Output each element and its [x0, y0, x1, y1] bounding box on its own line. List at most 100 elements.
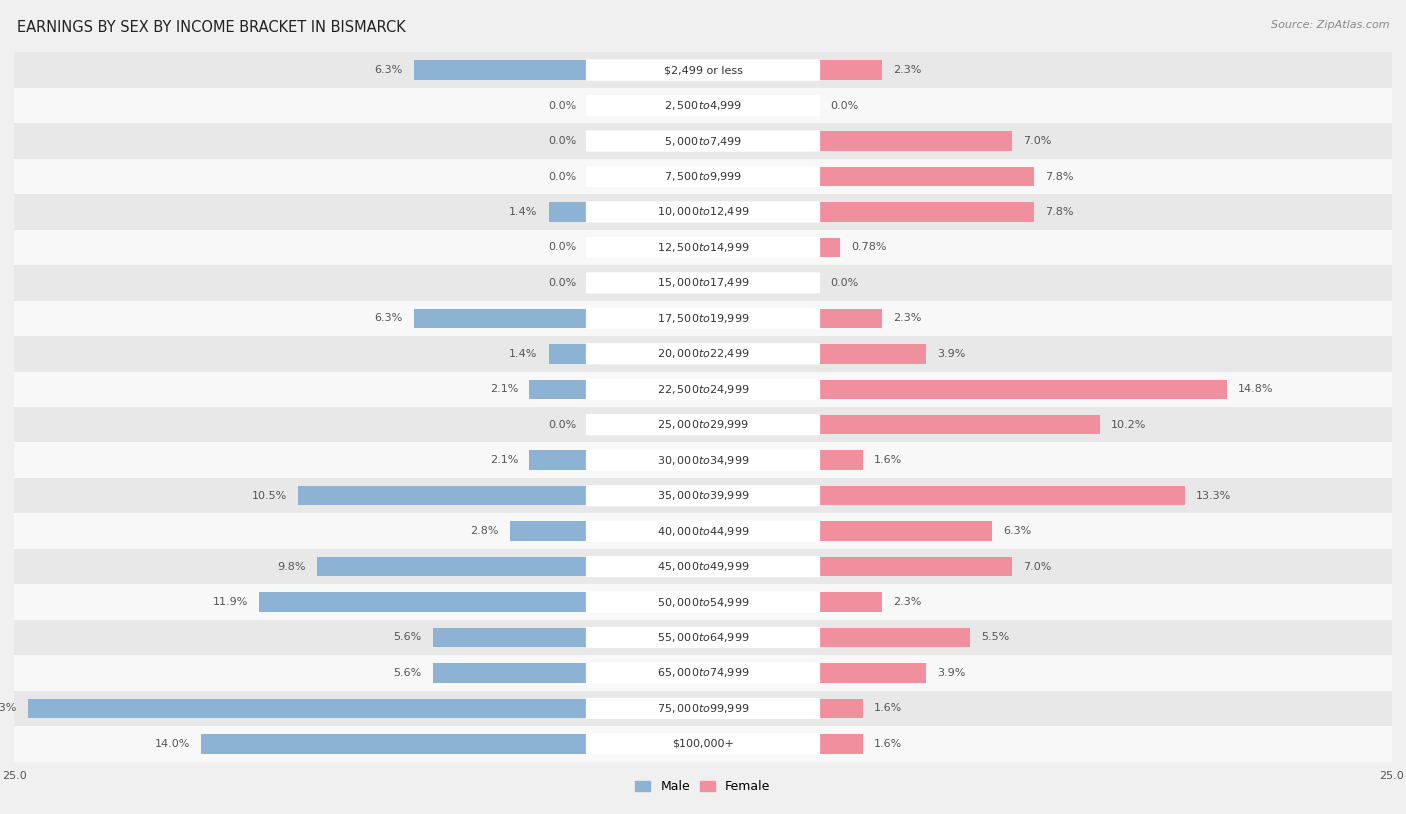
Text: 0.0%: 0.0% [548, 172, 576, 182]
Text: 14.8%: 14.8% [1237, 384, 1272, 394]
Bar [818, 415, 1099, 435]
Text: $20,000 to $22,499: $20,000 to $22,499 [657, 348, 749, 361]
Bar [818, 557, 1012, 576]
Bar [14, 336, 1392, 371]
Text: 6.3%: 6.3% [374, 313, 402, 323]
FancyBboxPatch shape [586, 201, 820, 222]
Bar [818, 131, 1012, 151]
Bar [14, 88, 1392, 123]
Bar [818, 628, 970, 647]
Bar [14, 478, 1392, 514]
Text: 3.9%: 3.9% [938, 668, 966, 678]
Text: 10.2%: 10.2% [1111, 420, 1146, 430]
Text: 9.8%: 9.8% [277, 562, 307, 571]
FancyBboxPatch shape [586, 520, 820, 542]
Text: 7.8%: 7.8% [1045, 207, 1073, 217]
Text: 0.0%: 0.0% [548, 101, 576, 111]
Bar [298, 486, 588, 505]
Bar [14, 195, 1392, 230]
Bar [14, 549, 1392, 584]
Text: $100,000+: $100,000+ [672, 739, 734, 749]
Text: $22,500 to $24,999: $22,500 to $24,999 [657, 383, 749, 396]
Bar [433, 663, 588, 683]
Bar [14, 230, 1392, 265]
Bar [14, 726, 1392, 762]
FancyBboxPatch shape [586, 449, 820, 470]
FancyBboxPatch shape [586, 166, 820, 187]
Text: 5.6%: 5.6% [394, 668, 422, 678]
Text: 5.5%: 5.5% [981, 632, 1010, 642]
FancyBboxPatch shape [586, 344, 820, 365]
Bar [548, 344, 588, 364]
Text: $12,500 to $14,999: $12,500 to $14,999 [657, 241, 749, 254]
Bar [14, 655, 1392, 691]
FancyBboxPatch shape [586, 59, 820, 81]
FancyBboxPatch shape [586, 130, 820, 151]
Text: 1.6%: 1.6% [875, 703, 903, 713]
Text: 6.3%: 6.3% [374, 65, 402, 75]
FancyBboxPatch shape [586, 379, 820, 400]
Text: $15,000 to $17,499: $15,000 to $17,499 [657, 277, 749, 290]
Bar [818, 60, 882, 80]
Text: 11.9%: 11.9% [212, 597, 249, 607]
Bar [818, 167, 1033, 186]
Text: $45,000 to $49,999: $45,000 to $49,999 [657, 560, 749, 573]
FancyBboxPatch shape [586, 272, 820, 294]
Bar [818, 486, 1185, 505]
Text: 0.0%: 0.0% [830, 101, 858, 111]
Text: 0.0%: 0.0% [548, 136, 576, 146]
Text: 0.0%: 0.0% [830, 278, 858, 288]
Text: $7,500 to $9,999: $7,500 to $9,999 [664, 170, 742, 183]
Text: 6.3%: 6.3% [1004, 526, 1032, 536]
Text: $2,500 to $4,999: $2,500 to $4,999 [664, 99, 742, 112]
Bar [818, 238, 841, 257]
Text: $17,500 to $19,999: $17,500 to $19,999 [657, 312, 749, 325]
Bar [14, 159, 1392, 195]
Bar [413, 60, 588, 80]
Bar [14, 407, 1392, 443]
Bar [818, 521, 993, 540]
FancyBboxPatch shape [586, 627, 820, 648]
Text: 1.6%: 1.6% [875, 455, 903, 465]
Text: 2.3%: 2.3% [893, 65, 921, 75]
Bar [14, 371, 1392, 407]
Bar [14, 691, 1392, 726]
Text: 10.5%: 10.5% [252, 491, 287, 501]
FancyBboxPatch shape [586, 308, 820, 329]
Bar [530, 379, 588, 399]
Bar [14, 52, 1392, 88]
Bar [818, 309, 882, 328]
Text: 2.1%: 2.1% [489, 455, 519, 465]
Bar [818, 450, 863, 470]
Text: 2.3%: 2.3% [893, 313, 921, 323]
Bar [818, 593, 882, 612]
Text: 7.0%: 7.0% [1022, 136, 1052, 146]
Text: 13.3%: 13.3% [1197, 491, 1232, 501]
FancyBboxPatch shape [586, 237, 820, 258]
Bar [14, 265, 1392, 300]
FancyBboxPatch shape [586, 698, 820, 719]
Bar [14, 443, 1392, 478]
Text: 0.78%: 0.78% [851, 243, 887, 252]
Text: $10,000 to $12,499: $10,000 to $12,499 [657, 205, 749, 218]
Text: 5.6%: 5.6% [394, 632, 422, 642]
Bar [28, 698, 588, 718]
FancyBboxPatch shape [586, 95, 820, 116]
Text: $50,000 to $54,999: $50,000 to $54,999 [657, 596, 749, 609]
Bar [14, 619, 1392, 655]
Text: Source: ZipAtlas.com: Source: ZipAtlas.com [1271, 20, 1389, 30]
Text: 2.8%: 2.8% [471, 526, 499, 536]
Text: 2.1%: 2.1% [489, 384, 519, 394]
Bar [14, 514, 1392, 549]
Text: 7.8%: 7.8% [1045, 172, 1073, 182]
FancyBboxPatch shape [586, 414, 820, 435]
Bar [818, 663, 927, 683]
FancyBboxPatch shape [586, 556, 820, 577]
FancyBboxPatch shape [586, 592, 820, 613]
Text: $2,499 or less: $2,499 or less [664, 65, 742, 75]
Text: 14.0%: 14.0% [155, 739, 190, 749]
Bar [259, 593, 588, 612]
Bar [201, 734, 588, 754]
Text: 20.3%: 20.3% [0, 703, 17, 713]
Text: 1.6%: 1.6% [875, 739, 903, 749]
